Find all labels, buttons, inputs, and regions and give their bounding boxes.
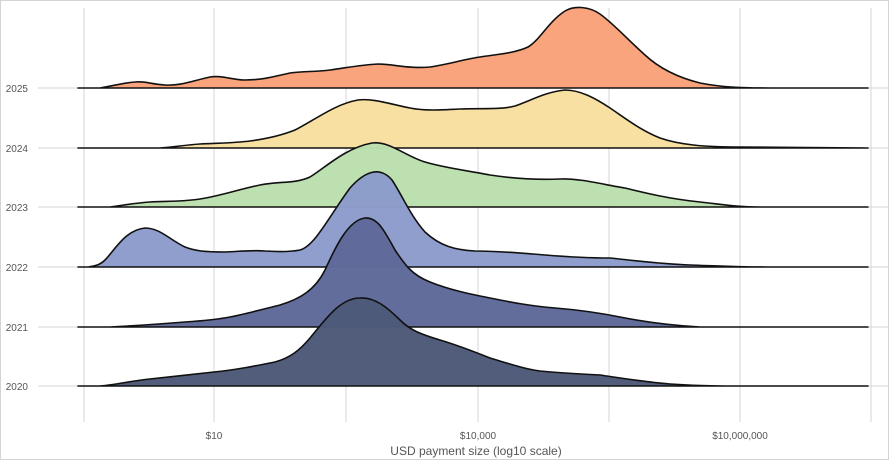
- y-axis-labels: 2025 2024 2023 2022 2021 2020: [6, 84, 29, 393]
- y-label-2022: 2022: [6, 263, 29, 274]
- x-axis-title: USD payment size (log10 scale): [390, 444, 561, 458]
- ridge-2025: [77, 6, 869, 89]
- ridge-2021: [77, 217, 869, 328]
- y-label-2021: 2021: [6, 323, 29, 334]
- x-label-10000000: $10,000,000: [712, 431, 768, 442]
- y-label-2020: 2020: [6, 382, 29, 393]
- x-label-10: $10: [206, 431, 223, 442]
- ridge-2023: [77, 142, 869, 208]
- x-axis-labels: $10 $10,000 $10,000,000: [206, 431, 769, 442]
- ridge-2020: [77, 297, 869, 387]
- y-label-2023: 2023: [6, 203, 29, 214]
- ridge-2024: [77, 89, 869, 149]
- y-label-2024: 2024: [6, 144, 29, 155]
- y-label-2025: 2025: [6, 84, 29, 95]
- ridge-2022: [77, 171, 869, 268]
- x-label-10000: $10,000: [460, 431, 497, 442]
